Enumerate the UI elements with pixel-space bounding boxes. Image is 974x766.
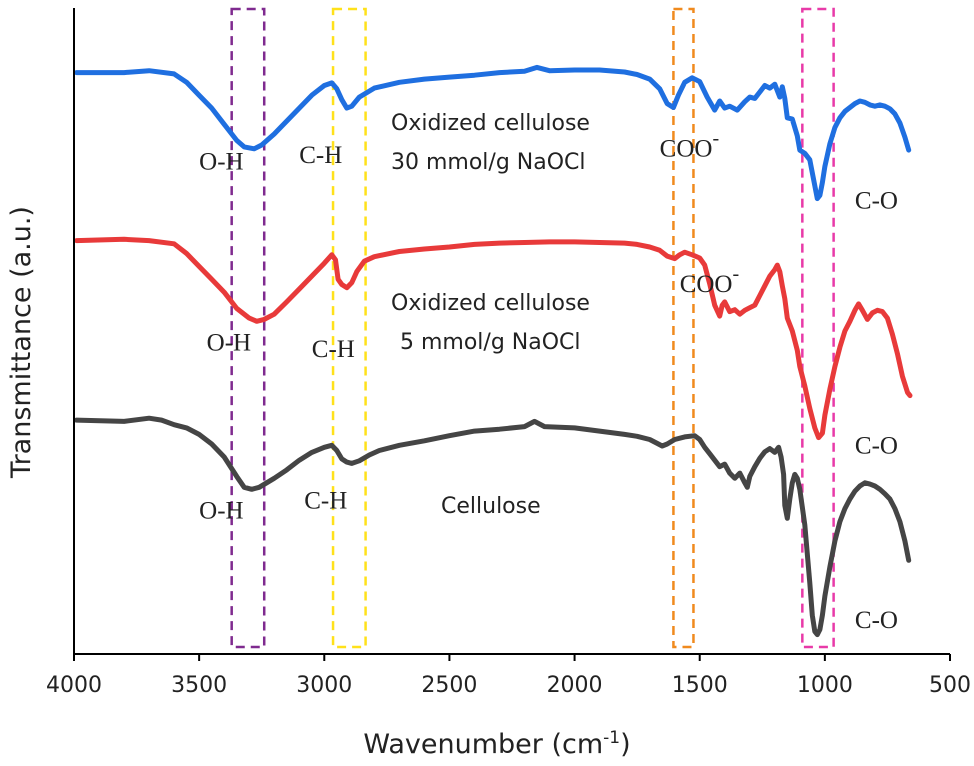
annotation-coo: COO- [680, 263, 739, 298]
x-tick-label: 2500 [421, 673, 477, 698]
x-tick-label: 1000 [797, 673, 853, 698]
highlight-region-coo [672, 7, 695, 649]
series-label-oc5-line1: Oxidized cellulose [391, 291, 590, 316]
annotation-co: C-O [855, 433, 898, 460]
annotation-co: C-O [855, 187, 898, 214]
annotation-superscript: - [712, 128, 719, 150]
series-label-oc30-line2: 30 mmol/g NaOCl [391, 150, 586, 175]
x-axis-title: Wavenumber (cm-1) [363, 728, 630, 760]
series-line-1 [74, 236, 913, 441]
band-annotations: O-H C-H COO- C-O O-H C-H COO- C-O O-H C-H C-O [199, 128, 898, 635]
highlight-region-oh [230, 7, 266, 649]
series-labels: Oxidized cellulose 30 mmol/g NaOCl Oxidi… [391, 111, 590, 519]
x-tick-label: 500 [929, 673, 971, 698]
x-axis-title-main: Wavenumber (cm [363, 729, 603, 760]
x-axis-title-tail: ) [620, 729, 631, 760]
x-tick-label: 2000 [547, 673, 603, 698]
highlight-region-ch [331, 7, 367, 649]
x-tick-label: 1500 [672, 673, 728, 698]
annotation-oh: O-H [199, 497, 243, 524]
annotation-ch: C-H [312, 336, 355, 363]
series-line-2 [74, 415, 912, 638]
axes [73, 8, 950, 655]
annotation-oh: O-H [199, 149, 243, 176]
annotation-coo: COO- [660, 128, 719, 163]
highlight-regions [230, 7, 835, 649]
x-tick-label: 4000 [46, 673, 102, 698]
annotation-ch: C-H [304, 488, 347, 515]
x-tick-label: 3000 [296, 673, 352, 698]
x-ticks: 4000 3500 3000 2500 2000 1500 1000 500 [46, 654, 971, 698]
x-axis-title-superscript: -1 [603, 728, 620, 748]
x-tick-label: 3500 [171, 673, 227, 698]
series-label-oc5-line2: 5 mmol/g NaOCl [400, 330, 581, 355]
annotation-superscript: - [732, 263, 739, 285]
annotation-oh: O-H [207, 329, 251, 356]
highlight-region-co [801, 7, 835, 649]
series-label-cellulose: Cellulose [441, 494, 541, 519]
annotation-ch: C-H [299, 142, 342, 169]
spectra-series [74, 64, 913, 638]
series-line-0 [74, 64, 912, 202]
series-label-oc30-line1: Oxidized cellulose [391, 111, 590, 136]
y-axis-title: Transmittance (a.u.) [6, 206, 37, 479]
annotation-co: C-O [855, 607, 898, 634]
